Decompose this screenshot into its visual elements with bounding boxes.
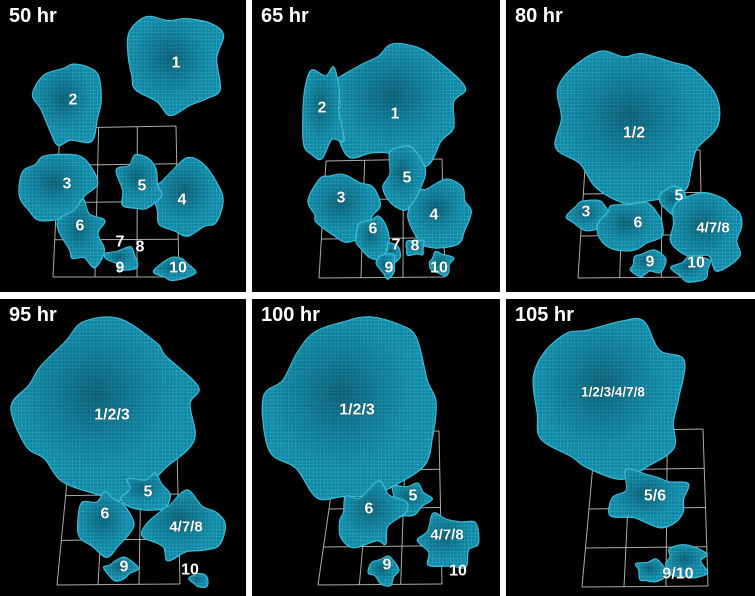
blob-label-6: 6	[634, 215, 643, 232]
grid-line	[581, 585, 709, 588]
blob-label-7: 7	[116, 234, 125, 251]
blob-label-10: 10	[430, 260, 448, 277]
blob-label-5: 5	[675, 188, 684, 205]
blob-label-4-7-8: 4/7/8	[696, 220, 729, 237]
blob-label-8: 8	[411, 238, 420, 255]
blob-label-9-10: 9/10	[662, 566, 693, 583]
blob-label-2: 2	[318, 100, 327, 117]
panel-80hr: 1/2 3 5 6 4/7/8 9 10 80 hr	[506, 0, 755, 292]
grid-line	[317, 583, 443, 586]
blob-label-9: 9	[385, 260, 394, 277]
reconstruction-view-105hr: 1/2/3/4/7/8 5/6 9/10 105 hr	[515, 304, 709, 588]
blob-label-4-7-8: 4/7/8	[169, 519, 202, 536]
blob-label-5: 5	[144, 484, 153, 501]
blob-label-4-7-8: 4/7/8	[430, 527, 463, 544]
blob-label-1-2-3: 1/2/3	[339, 402, 375, 419]
blob-label-5: 5	[409, 488, 418, 505]
blob-label-6: 6	[76, 218, 85, 235]
panel-95hr: 1/2/3 5 6 4/7/8 9 10 95 hr	[0, 299, 246, 596]
blob-label-1-2-3-4-7-8: 1/2/3/4/7/8	[581, 385, 645, 400]
blob-label-9: 9	[120, 559, 129, 576]
blob-label-1-2-3: 1/2/3	[94, 407, 130, 424]
blob-label-9: 9	[116, 260, 125, 277]
time-label: 80 hr	[515, 5, 563, 27]
blob-label-1: 1	[391, 106, 400, 123]
reconstruction-view-100hr: 1/2/3 5 6 4/7/8 9 10 100 hr	[261, 304, 480, 587]
blob-label-6: 6	[365, 501, 374, 518]
blob-label-1: 1	[172, 55, 181, 72]
reconstruction-view-50hr: 1 2 3 5 4 6 7 8 9 10 50 hr	[9, 5, 225, 282]
blob-label-10: 10	[169, 260, 187, 277]
grid-line	[318, 276, 446, 279]
blob-label-5: 5	[403, 170, 412, 187]
blob-label-3: 3	[63, 176, 72, 193]
time-label: 65 hr	[261, 5, 309, 27]
reconstruction-view-65hr: 2 1 3 5 4 6 7 8 9 10 65 hr	[261, 5, 472, 280]
blob-label-8: 8	[136, 239, 145, 256]
time-label: 95 hr	[9, 304, 57, 326]
blob-label-7: 7	[392, 237, 401, 254]
panel-65hr: 2 1 3 5 4 6 7 8 9 10 65 hr	[252, 0, 500, 292]
panel-100hr: 1/2/3 5 6 4/7/8 9 10 100 hr	[252, 299, 500, 596]
time-label: 100 hr	[261, 304, 320, 326]
blob-label-9: 9	[383, 557, 392, 574]
time-label: 50 hr	[9, 5, 57, 27]
blob-label-9: 9	[646, 254, 655, 271]
reconstruction-view-95hr: 1/2/3 5 6 4/7/8 9 10 95 hr	[9, 304, 227, 588]
panel-105hr: 1/2/3/4/7/8 5/6 9/10 105 hr	[506, 299, 755, 596]
blob-label-5-6: 5/6	[644, 488, 666, 505]
blob-label-10: 10	[181, 562, 199, 579]
blob-label-4: 4	[430, 207, 439, 224]
blob-label-3: 3	[582, 204, 591, 221]
mesh-blob-2	[31, 63, 102, 147]
blob-label-4: 4	[178, 192, 187, 209]
blob-label-1-2: 1/2	[623, 125, 645, 142]
blob-label-5: 5	[138, 178, 147, 195]
mesh-blob-4	[151, 156, 224, 237]
time-label: 105 hr	[515, 304, 574, 326]
blob-label-10: 10	[449, 563, 467, 580]
grid-line	[56, 583, 181, 586]
blob-label-6: 6	[101, 506, 110, 523]
blob-label-10: 10	[687, 255, 705, 272]
panel-50hr: 1 2 3 5 4 6 7 8 9 10 50 hr	[0, 0, 246, 292]
blob-label-2: 2	[69, 92, 78, 109]
reconstruction-view-80hr: 1/2 3 5 6 4/7/8 9 10 80 hr	[515, 5, 743, 283]
blob-label-6: 6	[369, 221, 378, 238]
blob-label-3: 3	[337, 190, 346, 207]
